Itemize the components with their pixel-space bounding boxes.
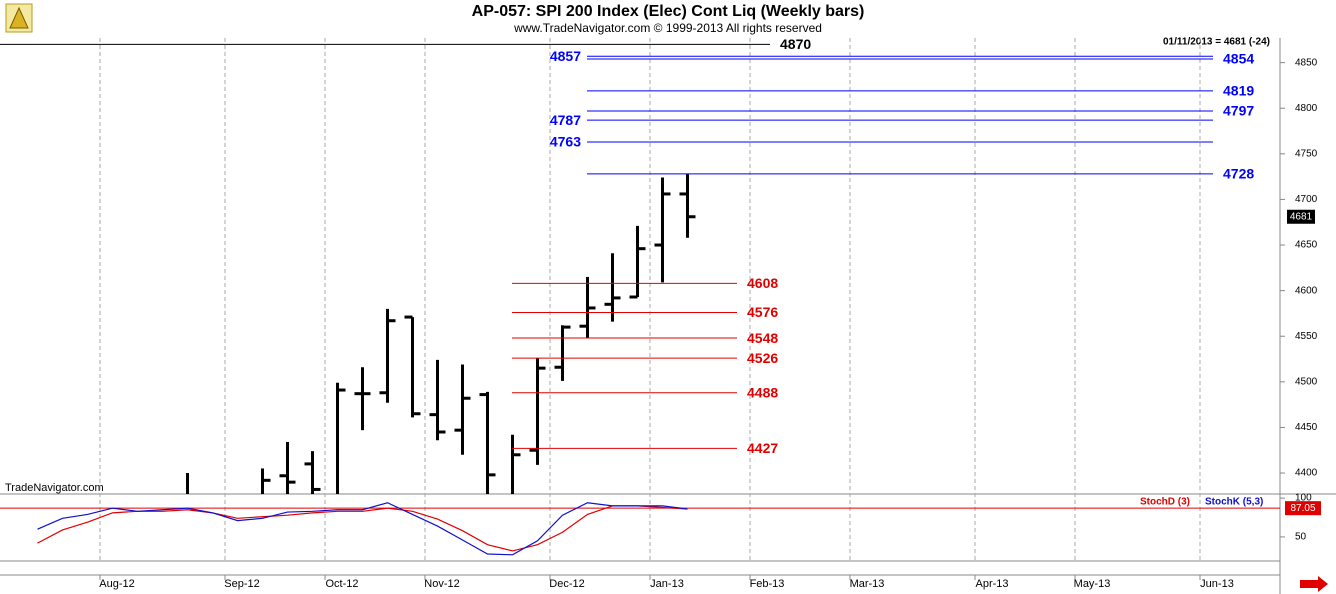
level-label: 4548 <box>747 330 778 346</box>
level-label: 4854 <box>1223 51 1254 67</box>
watermark: TradeNavigator.com <box>5 482 104 494</box>
x-tick-label: Oct-12 <box>325 578 358 590</box>
legend-entry: StochD (3) <box>1140 497 1190 508</box>
y-tick-label: 4550 <box>1295 331 1318 342</box>
y-tick-label: 4700 <box>1295 194 1318 205</box>
level-label: 4819 <box>1223 83 1254 99</box>
x-tick-label: Mar-13 <box>850 578 885 590</box>
scroll-arrow[interactable] <box>1300 576 1328 592</box>
x-tick-label: Aug-12 <box>99 578 134 590</box>
stoch-line <box>37 502 688 556</box>
x-tick-label: Jun-13 <box>1200 578 1234 590</box>
level-label: 4608 <box>747 275 778 291</box>
level-label: 4526 <box>747 350 778 366</box>
price-plot <box>186 173 696 494</box>
y-tick-label: 4650 <box>1295 240 1318 251</box>
level-label: 4870 <box>780 36 811 52</box>
x-tick-label: Apr-13 <box>975 578 1008 590</box>
last-price-label: 4681 <box>1290 211 1313 222</box>
x-tick-label: Nov-12 <box>424 578 459 590</box>
y-tick-label: 100 <box>1295 493 1312 504</box>
level-label: 4797 <box>1223 103 1254 119</box>
level-label: 4787 <box>550 112 581 128</box>
reference-box <box>1285 501 1321 516</box>
level-label: 4763 <box>550 134 581 150</box>
y-tick-label: 4850 <box>1295 57 1318 68</box>
level-label: 4857 <box>550 48 581 64</box>
info-text: 01/11/2013 = 4681 (-24) <box>1163 37 1270 48</box>
last-price-box <box>1287 209 1315 224</box>
logo-icon <box>5 3 33 33</box>
y-tick-label: 4450 <box>1295 422 1318 433</box>
x-tick-label: Dec-12 <box>549 578 584 590</box>
y-tick-label: 4400 <box>1295 468 1318 479</box>
level-label: 4728 <box>1223 166 1254 182</box>
y-tick-label: 4800 <box>1295 103 1318 114</box>
level-label: 4576 <box>747 304 778 320</box>
x-tick-label: Feb-13 <box>750 578 785 590</box>
x-tick-label: Jan-13 <box>650 578 684 590</box>
level-label: 4427 <box>747 440 778 456</box>
chart-subtitle: www.TradeNavigator.com © 1999-2013 All r… <box>513 21 822 35</box>
x-tick-label: Sep-12 <box>224 578 259 590</box>
x-tick-label: May-13 <box>1074 578 1111 590</box>
legend-entry: StochK (5,3) <box>1205 497 1263 508</box>
chart-title: AP-057: SPI 200 Index (Elec) Cont Liq (W… <box>472 3 865 20</box>
reference-label: 87.05 <box>1290 503 1315 514</box>
y-tick-label: 4500 <box>1295 376 1318 387</box>
y-tick-label: 4600 <box>1295 285 1318 296</box>
y-tick-label: 50 <box>1295 532 1307 543</box>
level-label: 4488 <box>747 384 778 400</box>
y-tick-label: 4750 <box>1295 148 1318 159</box>
